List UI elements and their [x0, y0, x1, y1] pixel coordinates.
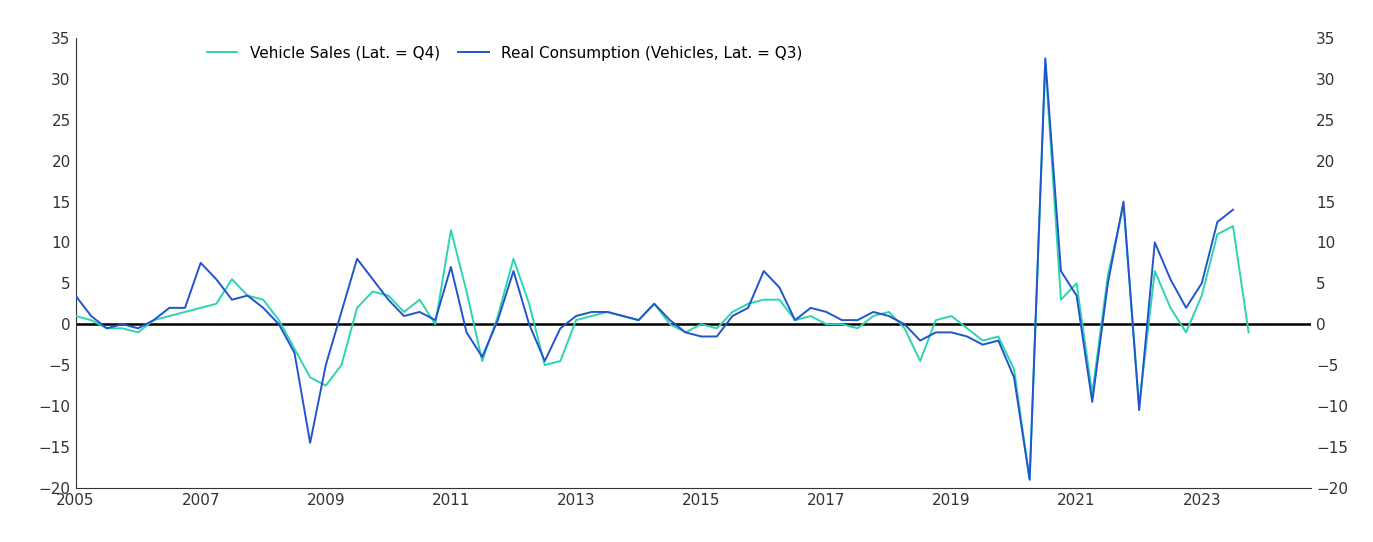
Real Consumption (Vehicles, Lat. = Q3)	[1225, 207, 1241, 213]
Real Consumption (Vehicles, Lat. = Q3)	[1037, 55, 1053, 62]
Real Consumption (Vehicles, Lat. = Q3)	[990, 337, 1006, 344]
Vehicle Sales (Lat. = Q4)	[677, 329, 693, 335]
Legend: Vehicle Sales (Lat. = Q4), Real Consumption (Vehicles, Lat. = Q3): Vehicle Sales (Lat. = Q4), Real Consumpt…	[207, 46, 802, 61]
Line: Vehicle Sales (Lat. = Q4): Vehicle Sales (Lat. = Q4)	[76, 62, 1248, 480]
Real Consumption (Vehicles, Lat. = Q3)	[67, 292, 84, 299]
Line: Real Consumption (Vehicles, Lat. = Q3): Real Consumption (Vehicles, Lat. = Q3)	[76, 59, 1233, 480]
Vehicle Sales (Lat. = Q4)	[1240, 329, 1256, 335]
Real Consumption (Vehicles, Lat. = Q3)	[975, 341, 991, 348]
Vehicle Sales (Lat. = Q4)	[818, 321, 835, 327]
Vehicle Sales (Lat. = Q4)	[1022, 476, 1038, 483]
Vehicle Sales (Lat. = Q4)	[1037, 59, 1053, 66]
Real Consumption (Vehicles, Lat. = Q3)	[161, 305, 177, 311]
Real Consumption (Vehicles, Lat. = Q3)	[1131, 407, 1148, 414]
Vehicle Sales (Lat. = Q4)	[67, 313, 84, 319]
Real Consumption (Vehicles, Lat. = Q3)	[1053, 268, 1070, 274]
Real Consumption (Vehicles, Lat. = Q3)	[943, 329, 960, 335]
Real Consumption (Vehicles, Lat. = Q3)	[1022, 476, 1038, 483]
Vehicle Sales (Lat. = Q4)	[1006, 366, 1023, 372]
Vehicle Sales (Lat. = Q4)	[177, 309, 194, 315]
Vehicle Sales (Lat. = Q4)	[850, 325, 866, 332]
Vehicle Sales (Lat. = Q4)	[474, 358, 490, 364]
